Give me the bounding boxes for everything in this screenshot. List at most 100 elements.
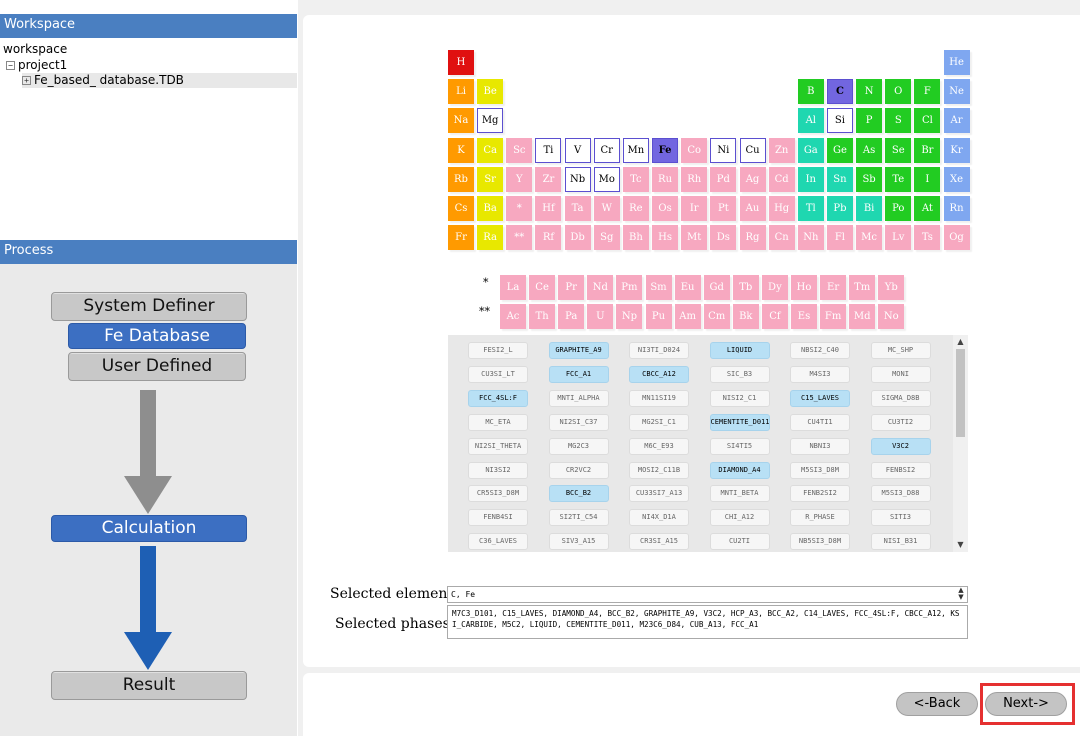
element-Ra[interactable]: Ra xyxy=(477,225,504,251)
phase-chip[interactable]: CR5SI3_D8M xyxy=(468,485,528,503)
phase-chip[interactable]: CU3SI_LT xyxy=(468,365,528,383)
phase-chip[interactable]: SITI3 xyxy=(870,509,931,527)
element-Hs[interactable]: Hs xyxy=(652,225,679,251)
phase-chip[interactable]: V3C2 xyxy=(870,437,931,455)
element-Zn[interactable]: Zn xyxy=(768,137,795,163)
phase-chip[interactable]: MN11SI19 xyxy=(629,389,689,407)
phase-chip[interactable]: FCC_4SL:F xyxy=(468,389,528,407)
phase-chip[interactable]: M4SI3 xyxy=(790,365,850,383)
element-Cl[interactable]: Cl xyxy=(914,108,941,134)
element-Pm[interactable]: Pm xyxy=(616,275,643,300)
phase-chip[interactable]: CHI_A12 xyxy=(709,509,770,527)
phase-chip[interactable]: M6C_E93 xyxy=(629,437,689,455)
element-Y[interactable]: Y xyxy=(506,166,533,192)
element-Sn[interactable]: Sn xyxy=(826,166,853,192)
element-Cf[interactable]: Cf xyxy=(761,304,788,329)
element-Lv[interactable]: Lv xyxy=(885,225,912,251)
element-Ca[interactable]: Ca xyxy=(477,137,504,163)
element-Ni[interactable]: Ni xyxy=(710,137,737,163)
element-Re[interactable]: Re xyxy=(622,196,649,221)
phase-chip[interactable]: NI2SI_THETA xyxy=(468,437,528,455)
element-O[interactable]: O xyxy=(885,79,912,105)
phase-chip[interactable]: NISI_B31 xyxy=(870,533,931,551)
element-No[interactable]: No xyxy=(878,304,905,329)
phase-chip[interactable]: FESI2_L xyxy=(468,342,528,359)
element-Hf[interactable]: Hf xyxy=(535,196,562,221)
phase-chip[interactable]: SIV3_A15 xyxy=(548,533,609,551)
element-Fm[interactable]: Fm xyxy=(820,304,847,329)
element-Mc[interactable]: Mc xyxy=(856,225,883,251)
phase-chip[interactable]: MNTI_ALPHA xyxy=(548,389,609,407)
element-Fr[interactable]: Fr xyxy=(448,225,474,251)
element-Pu[interactable]: Pu xyxy=(645,304,672,329)
phase-chip[interactable]: MNTI_BETA xyxy=(709,485,770,503)
phase-chip[interactable]: NBSI2_C40 xyxy=(790,342,850,359)
element-Th[interactable]: Th xyxy=(529,304,556,329)
element-N[interactable]: N xyxy=(856,79,883,105)
element-Tm[interactable]: Tm xyxy=(849,275,876,300)
element-Mo[interactable]: Mo xyxy=(593,166,620,192)
element-Po[interactable]: Po xyxy=(885,196,912,221)
scroll-down-icon[interactable]: ▼ xyxy=(957,540,964,549)
phase-chip[interactable]: MONI xyxy=(870,365,931,383)
element-La[interactable]: La xyxy=(500,275,526,300)
element-Cn[interactable]: Cn xyxy=(768,225,795,251)
element-I[interactable]: I xyxy=(914,166,941,192)
element-Si[interactable]: Si xyxy=(826,108,853,134)
element-Ar[interactable]: Ar xyxy=(943,108,970,134)
phase-chip[interactable]: NISI2_C1 xyxy=(709,389,770,407)
element-Ba[interactable]: Ba xyxy=(477,196,504,221)
element-U[interactable]: U xyxy=(587,304,614,329)
element-Rf[interactable]: Rf xyxy=(535,225,562,251)
element-starstar[interactable]: ** xyxy=(506,225,533,251)
element-Mg[interactable]: Mg xyxy=(477,108,504,134)
element-Nh[interactable]: Nh xyxy=(797,225,824,251)
element-Tl[interactable]: Tl xyxy=(797,196,824,221)
element-Ru[interactable]: Ru xyxy=(652,166,679,192)
element-Hg[interactable]: Hg xyxy=(768,196,795,221)
phase-chip[interactable]: NI3SI2 xyxy=(468,461,528,479)
selected-elements-field[interactable]: C, Fe xyxy=(447,586,968,603)
scroll-up-icon[interactable]: ▲ xyxy=(957,337,964,346)
element-Ir[interactable]: Ir xyxy=(681,196,708,221)
spin-down-icon[interactable]: ▼ xyxy=(958,593,964,601)
element-S[interactable]: S xyxy=(885,108,912,134)
scroll-thumb[interactable] xyxy=(956,349,965,437)
element-Cm[interactable]: Cm xyxy=(703,304,730,329)
user-defined-step[interactable]: User Defined xyxy=(68,352,246,381)
element-Br[interactable]: Br xyxy=(914,137,941,163)
phase-chip[interactable]: M5SI3_D8M xyxy=(790,461,850,479)
element-Mt[interactable]: Mt xyxy=(681,225,708,251)
element-Bk[interactable]: Bk xyxy=(732,304,759,329)
element-V[interactable]: V xyxy=(564,137,591,163)
element-Pr[interactable]: Pr xyxy=(558,275,585,300)
element-Am[interactable]: Am xyxy=(674,304,701,329)
element-At[interactable]: At xyxy=(914,196,941,221)
element-Ne[interactable]: Ne xyxy=(943,79,970,105)
element-Md[interactable]: Md xyxy=(849,304,876,329)
element-star[interactable]: * xyxy=(506,196,533,221)
element-Cs[interactable]: Cs xyxy=(448,196,474,221)
element-As[interactable]: As xyxy=(856,137,883,163)
element-Cd[interactable]: Cd xyxy=(768,166,795,192)
phase-chip[interactable]: NI3TI_D024 xyxy=(629,342,689,359)
phase-list-scrollbar[interactable]: ▲ ▼ xyxy=(953,335,968,552)
element-P[interactable]: P xyxy=(856,108,883,134)
element-Dy[interactable]: Dy xyxy=(761,275,788,300)
element-Np[interactable]: Np xyxy=(616,304,643,329)
phase-chip[interactable]: MC_ETA xyxy=(468,413,528,431)
back-button[interactable]: <-Back xyxy=(896,692,978,716)
element-Na[interactable]: Na xyxy=(448,108,474,134)
element-Sr[interactable]: Sr xyxy=(477,166,504,192)
result-step[interactable]: Result xyxy=(51,671,247,700)
element-Au[interactable]: Au xyxy=(739,196,766,221)
element-Nb[interactable]: Nb xyxy=(564,166,591,192)
calculation-step[interactable]: Calculation xyxy=(51,515,247,542)
element-Ga[interactable]: Ga xyxy=(797,137,824,163)
elements-spinner[interactable]: ▲ ▼ xyxy=(955,587,967,602)
phase-chip[interactable]: CR2VC2 xyxy=(548,461,609,479)
element-Te[interactable]: Te xyxy=(885,166,912,192)
phase-chip[interactable]: SIC_B3 xyxy=(709,365,770,383)
phase-chip[interactable]: MG2C3 xyxy=(548,437,609,455)
phase-chip[interactable]: MOSI2_C11B xyxy=(629,461,689,479)
